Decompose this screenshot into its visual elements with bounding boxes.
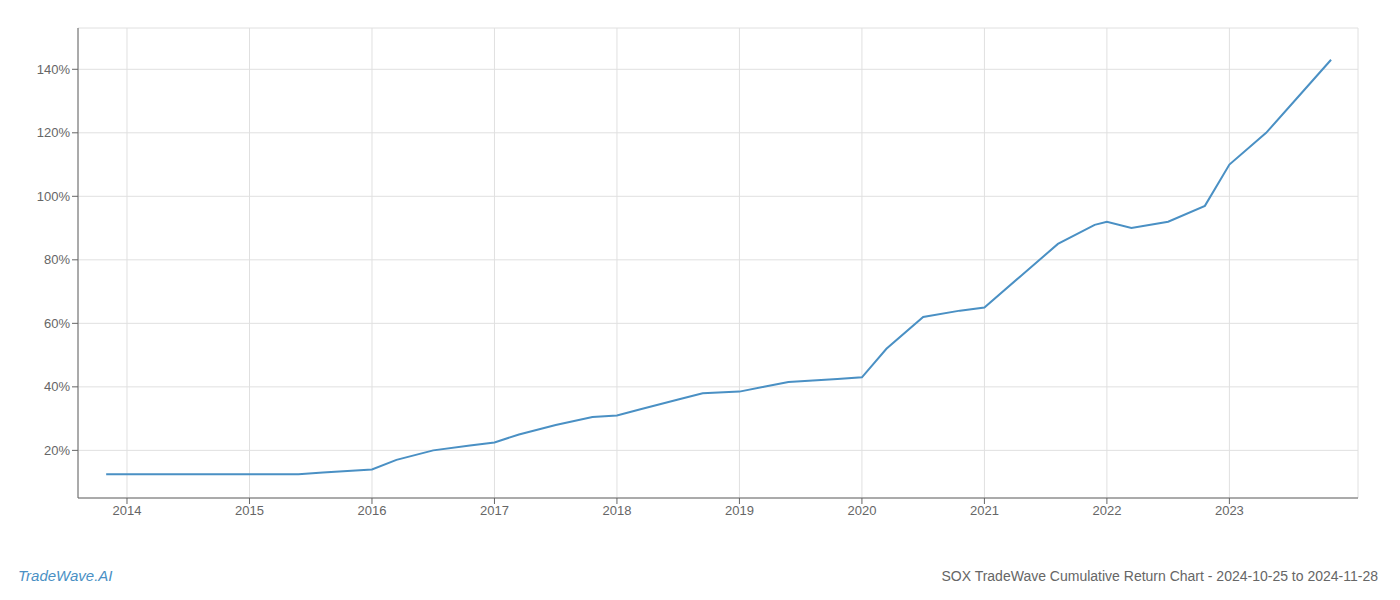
svg-text:20%: 20% bbox=[44, 443, 70, 458]
svg-text:140%: 140% bbox=[37, 62, 71, 77]
svg-text:2015: 2015 bbox=[235, 503, 264, 518]
html-text:SOX TradeWave Cumulative Retur: SOX TradeWave Cumulative Return Chart - … bbox=[941, 568, 1378, 584]
svg-text:2018: 2018 bbox=[602, 503, 631, 518]
svg-text:80%: 80% bbox=[44, 252, 70, 267]
svg-text:2016: 2016 bbox=[358, 503, 387, 518]
html-text:TradeWave.AI: TradeWave.AI bbox=[18, 567, 113, 584]
svg-text:120%: 120% bbox=[37, 125, 71, 140]
svg-text:2021: 2021 bbox=[970, 503, 999, 518]
svg-text:2023: 2023 bbox=[1215, 503, 1244, 518]
svg-text:2017: 2017 bbox=[480, 503, 509, 518]
svg-text:2019: 2019 bbox=[725, 503, 754, 518]
svg-text:40%: 40% bbox=[44, 379, 70, 394]
svg-text:60%: 60% bbox=[44, 316, 70, 331]
svg-text:100%: 100% bbox=[37, 189, 71, 204]
svg-text:2020: 2020 bbox=[847, 503, 876, 518]
svg-text:2014: 2014 bbox=[113, 503, 142, 518]
svg-text:2022: 2022 bbox=[1092, 503, 1121, 518]
